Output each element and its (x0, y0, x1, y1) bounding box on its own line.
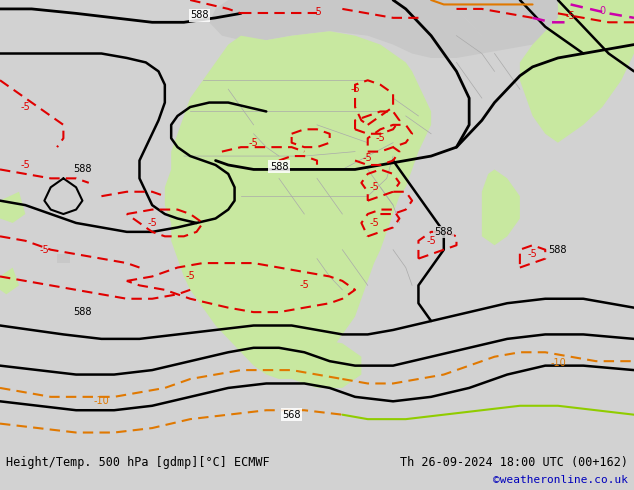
Text: Height/Temp. 500 hPa [gdmp][°C] ECMWF: Height/Temp. 500 hPa [gdmp][°C] ECMWF (6, 456, 270, 469)
Polygon shape (279, 339, 361, 388)
Text: -5: -5 (369, 218, 379, 228)
Text: Th 26-09-2024 18:00 UTC (00+162): Th 26-09-2024 18:00 UTC (00+162) (399, 456, 628, 469)
Text: -5: -5 (363, 153, 373, 163)
Text: 568: 568 (282, 410, 301, 420)
Text: -5: -5 (566, 11, 576, 21)
Text: 588: 588 (434, 227, 453, 237)
Polygon shape (482, 170, 520, 245)
Polygon shape (0, 268, 19, 294)
Text: -5: -5 (369, 182, 379, 192)
Text: -5: -5 (375, 133, 385, 143)
Polygon shape (0, 192, 25, 223)
Text: -5: -5 (20, 160, 30, 170)
Polygon shape (393, 0, 583, 53)
Text: 588: 588 (73, 165, 92, 174)
Text: -5: -5 (147, 218, 157, 228)
Text: -5: -5 (299, 280, 309, 291)
Text: 588: 588 (548, 245, 567, 255)
Polygon shape (209, 0, 495, 58)
Text: -5: -5 (39, 245, 49, 255)
Text: -5: -5 (312, 7, 322, 17)
Text: -10: -10 (550, 358, 566, 368)
Text: -5: -5 (350, 84, 360, 94)
Text: -10: -10 (94, 396, 109, 406)
Text: 588: 588 (190, 10, 209, 20)
Text: 0: 0 (599, 6, 605, 16)
Text: -5: -5 (426, 236, 436, 246)
Text: 588: 588 (269, 162, 288, 172)
Text: -5: -5 (20, 102, 30, 112)
Polygon shape (520, 0, 634, 143)
Polygon shape (0, 0, 634, 446)
Polygon shape (165, 31, 431, 379)
Polygon shape (57, 254, 70, 263)
Text: -5: -5 (185, 271, 195, 281)
Text: 588: 588 (73, 307, 92, 317)
Text: ©weatheronline.co.uk: ©weatheronline.co.uk (493, 475, 628, 485)
Text: -5: -5 (249, 138, 259, 147)
Text: -5: -5 (527, 249, 538, 259)
